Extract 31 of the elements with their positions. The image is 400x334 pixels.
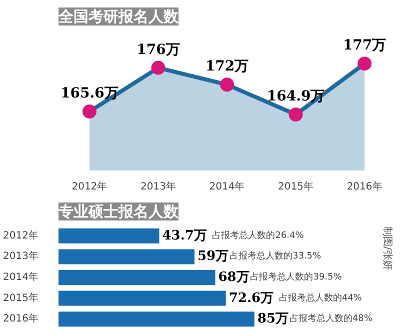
- y-tick-label: 2016年: [3, 312, 39, 325]
- annotation: 制图/张妍: [382, 226, 394, 270]
- bar: [58, 312, 254, 327]
- annotation: 占报考总人数的33.5%: [230, 250, 322, 262]
- annotation: 占报考总人数的48%: [289, 313, 373, 324]
- x-tick-label: 2014年: [209, 180, 245, 192]
- y-tick-label: 2012年: [3, 229, 39, 242]
- data-label: 43.7万: [162, 228, 207, 244]
- y-tick-label: 2015年: [3, 292, 39, 304]
- data-label: 85万: [257, 312, 289, 327]
- y-tick-label: 2013年: [3, 250, 39, 262]
- annotation: 占报考总人数的39.5%: [250, 272, 342, 282]
- x-tick-label: 2015年: [278, 180, 314, 192]
- x-tick-label: 2016年: [346, 180, 382, 192]
- data-label: 68万: [218, 270, 250, 285]
- bar: [58, 270, 216, 285]
- data-label: 59万: [198, 249, 229, 264]
- annotation: 占报考总人数的44%: [278, 292, 362, 304]
- data-label: 72.6万: [228, 290, 274, 306]
- data-label: 176万: [136, 42, 180, 58]
- chart-title: 专业硕士报名人数: [58, 202, 180, 220]
- data-label: 172万: [205, 58, 249, 75]
- x-tick-label: 2013年: [140, 180, 176, 192]
- y-tick-label: 2014年: [3, 271, 39, 283]
- bar: [58, 290, 226, 306]
- x-tick-label: 2012年: [72, 180, 108, 192]
- chart-title: 全国考研报名人数: [58, 8, 180, 26]
- data-label: 177万: [342, 38, 386, 54]
- bar: [58, 228, 160, 244]
- annotation: 占报考总人数的26.4%: [212, 230, 304, 241]
- bar: [58, 249, 194, 264]
